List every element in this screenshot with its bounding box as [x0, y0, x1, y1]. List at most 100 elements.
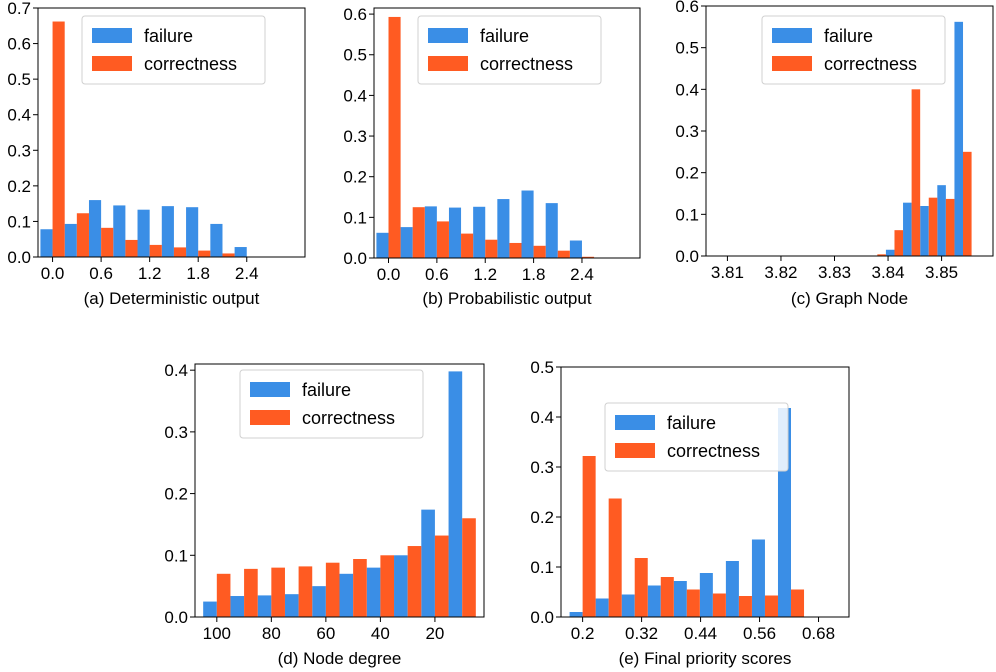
panel-caption: (d) Node degree	[278, 649, 402, 668]
bar-failure-7	[394, 555, 408, 617]
y-tick-label: 0.6	[343, 5, 367, 24]
bar-failure-2	[257, 595, 272, 617]
x-tick-label: 1.2	[138, 264, 162, 283]
axes-frame	[560, 366, 850, 618]
y-tick-label: 0.2	[675, 164, 699, 183]
x-tick-label: 3.83	[818, 263, 851, 282]
bar-correctness-5	[173, 247, 187, 257]
y-tick-label: 0.2	[7, 177, 31, 196]
bar-failure-7	[210, 223, 223, 257]
x-tick-label: 0.68	[802, 624, 835, 643]
bar-correctness-1	[608, 498, 622, 617]
bar-failure-1	[400, 227, 413, 258]
bar-correctness-6	[738, 596, 752, 617]
legend-label-failure: failure	[824, 26, 873, 46]
panel-c-graph-node: 0.0 0.1 0.2 0.3 0.4 0.5 0.6 3.81 3.82 3.83 3.84 3.8…	[675, 0, 994, 308]
bar-correctness-6	[533, 245, 546, 258]
bar-failure-3	[448, 207, 462, 258]
panel-b-probabilistic-output: 0.0 0.1 0.2 0.3 0.4 0.5 0.6 0.0 0.6 1.2 1.8 2.4 (b) …	[343, 5, 641, 308]
y-tick-label: 0.6	[7, 35, 31, 54]
bar-correctness-14	[963, 151, 972, 256]
bar-failure-9	[448, 371, 463, 617]
x-tick-label: 0.6	[89, 264, 113, 283]
panel-caption: (e) Final priority scores	[619, 649, 792, 668]
legend: failure correctness	[417, 15, 602, 85]
bar-correctness-12	[928, 197, 938, 256]
bar-correctness-6	[380, 555, 395, 617]
bar-failure-3	[113, 205, 126, 257]
bar-correctness-8	[581, 256, 595, 258]
bar-failure-0	[569, 612, 583, 617]
x-tick-label: 0.6	[425, 265, 449, 284]
legend-swatch-correctness	[772, 56, 812, 71]
bar-failure-3	[647, 585, 661, 617]
y-tick-label: 0.3	[164, 423, 188, 442]
legend-swatch-failure	[92, 28, 132, 43]
legend-swatch-correctness	[250, 410, 290, 425]
bar-correctness-8	[791, 589, 805, 617]
bar-failure-6	[521, 190, 534, 258]
bar-correctness-5	[353, 559, 367, 617]
bar-failure-7	[545, 203, 558, 258]
panel-caption: (c) Graph Node	[791, 289, 908, 308]
bar-failure-5	[339, 573, 354, 617]
bar-failure-4	[673, 581, 687, 617]
panel-caption: (b) Probabilistic output	[422, 289, 591, 308]
bar-correctness-3	[125, 239, 138, 257]
bar-correctness-0	[52, 21, 65, 257]
bar-failure-7	[751, 539, 765, 617]
bar-failure-6	[186, 207, 199, 257]
legend-swatch-correctness	[92, 56, 132, 71]
legend-swatch-failure	[250, 382, 290, 397]
legend-label-correctness: correctness	[480, 54, 573, 74]
bar-correctness-1	[412, 207, 425, 258]
bar-failure-0	[40, 229, 53, 257]
bar-correctness-3	[660, 577, 674, 617]
bar-correctness-1	[76, 213, 89, 257]
bar-failure-2	[424, 206, 437, 258]
bar-failure-4	[137, 209, 150, 257]
bar-failure-14	[954, 21, 964, 256]
bar-failure-6	[725, 561, 739, 617]
y-tick-label: 0.0	[164, 608, 188, 627]
bar-correctness-7	[557, 250, 570, 258]
bar-correctness-2	[634, 558, 648, 617]
y-tick-label: 0.1	[164, 546, 188, 565]
legend-swatch-failure	[428, 28, 468, 43]
y-tick-label: 0.4	[530, 408, 554, 427]
y-tick-label: 0.1	[530, 558, 554, 577]
y-tick-label: 0.1	[343, 208, 367, 227]
x-tick-label: 0.0	[377, 265, 401, 284]
x-tick-label: 100	[203, 624, 231, 643]
legend-swatch-correctness	[615, 443, 655, 458]
axes-frame	[37, 7, 306, 258]
bar-failure-5	[161, 206, 174, 257]
bar-failure-1	[595, 598, 609, 617]
y-tick-label: 0.3	[530, 458, 554, 477]
y-tick-label: 0.2	[164, 485, 188, 504]
legend-swatch-failure	[772, 28, 812, 43]
legend-label-failure: failure	[480, 26, 529, 46]
x-tick-label: 0.44	[684, 624, 717, 643]
bar-failure-2	[621, 594, 635, 617]
y-tick-label: 0.3	[343, 127, 367, 146]
bar-correctness-7	[407, 546, 422, 617]
legend-swatch-failure	[615, 415, 655, 430]
x-tick-label: 0.32	[625, 624, 658, 643]
bar-failure-3	[284, 594, 299, 617]
bar-failure-8	[421, 509, 435, 617]
bar-failure-8	[569, 240, 582, 258]
panel-a-deterministic-output: 0.0 0.1 0.2 0.3 0.4 0.5 0.6 0.7 0.0 0.6 1.2 1.8 2.4 (…	[7, 0, 306, 308]
y-tick-label: 0.7	[7, 0, 31, 18]
y-tick-label: 0.4	[343, 86, 367, 105]
y-tick-label: 0.1	[7, 212, 31, 231]
bar-correctness-8	[434, 535, 449, 617]
bar-failure-0	[376, 232, 389, 258]
x-tick-label: 3.81	[711, 263, 744, 282]
y-tick-label: 0.0	[675, 247, 699, 266]
y-tick-label: 0.4	[164, 361, 188, 380]
bar-failure-5	[699, 573, 713, 617]
bar-correctness-11	[911, 89, 921, 256]
y-tick-label: 0.5	[675, 39, 699, 58]
